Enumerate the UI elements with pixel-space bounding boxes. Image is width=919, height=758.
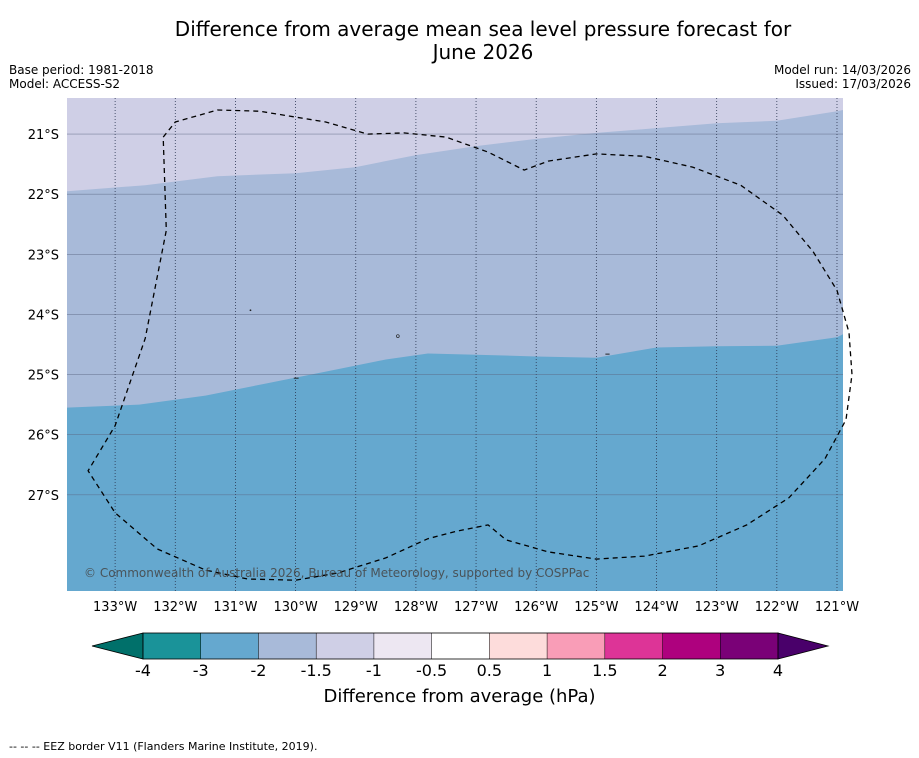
- colorbar-tick-label: 0.5: [477, 661, 502, 680]
- lon-tick-label: 127°W: [454, 600, 498, 615]
- footnote: -- -- -- EEZ border V11 (Flanders Marine…: [9, 740, 318, 753]
- lon-tick-label: 121°W: [815, 600, 859, 615]
- colorbar-extend-low: [91, 632, 144, 660]
- colorbar-swatch: [258, 633, 317, 659]
- chart-title-line1: Difference from average mean sea level p…: [174, 17, 792, 41]
- lon-tick-label: 124°W: [634, 600, 678, 615]
- lon-tick-label: 123°W: [695, 600, 739, 615]
- chart-title: Difference from average mean sea level p…: [0, 18, 919, 64]
- colorbar-tick-label: 2: [657, 661, 667, 680]
- colorbar-tick-label: -0.5: [416, 661, 447, 680]
- lon-tick-label: 129°W: [334, 600, 378, 615]
- colorbar-tick-label: -3: [193, 661, 209, 680]
- lat-tick-label: 24°S: [28, 308, 59, 323]
- lat-tick-label: 26°S: [28, 429, 59, 444]
- island-marker: [249, 309, 252, 312]
- colorbar-swatch: [547, 633, 606, 659]
- lon-tick-label: 128°W: [394, 600, 438, 615]
- issued-date: Issued: 17/03/2026: [795, 77, 911, 91]
- colorbar-swatch: [316, 633, 375, 659]
- lon-tick-label: 132°W: [153, 600, 197, 615]
- lat-tick-label: 21°S: [28, 128, 59, 143]
- lon-tick-label: 122°W: [755, 600, 799, 615]
- base-period: Base period: 1981-2018: [9, 63, 154, 77]
- lon-tick-label: 125°W: [574, 600, 618, 615]
- colorbar: -4 -3 -2 -1.5 -1 -0.5 0.5 1 1.5 2 3 4: [91, 632, 830, 680]
- copyright-text: © Commonwealth of Australia 2026, Bureau…: [84, 566, 589, 580]
- colorbar-swatch: [720, 633, 779, 659]
- lon-tick-label: 126°W: [514, 600, 558, 615]
- colorbar-tick-label: 3: [715, 661, 725, 680]
- colorbar-label: Difference from average (hPa): [323, 686, 596, 707]
- eez-border: [87, 109, 853, 581]
- colorbar-swatch: [662, 633, 721, 659]
- colorbar-tick-label: 1: [542, 661, 552, 680]
- lon-tick-label: 133°W: [93, 600, 137, 615]
- colorbar-swatch: [200, 633, 259, 659]
- colorbar-swatch: [143, 633, 202, 659]
- lat-tick-label: 23°S: [28, 248, 59, 263]
- island-marker: [396, 334, 400, 338]
- chart-title-line2: June 2026: [432, 40, 534, 64]
- lon-tick-label: 131°W: [213, 600, 257, 615]
- lat-tick-label: 22°S: [28, 188, 59, 203]
- colorbar-swatch: [489, 633, 548, 659]
- colorbar-swatch: [604, 633, 664, 659]
- region-below-minus3: [67, 334, 843, 591]
- colorbar-tick-label: -2: [250, 661, 266, 680]
- lat-tick-label: 27°S: [28, 489, 59, 504]
- map-panel: © Commonwealth of Australia 2026, Bureau…: [28, 98, 859, 615]
- colorbar-tick-label: -1: [366, 661, 382, 680]
- colorbar-extend-high: [777, 632, 830, 660]
- colorbar-swatch: [431, 633, 490, 659]
- colorbar-tick-label: 4: [773, 661, 783, 680]
- colorbar-tick-label: -4: [135, 661, 151, 680]
- lat-tick-label: 25°S: [28, 369, 59, 384]
- colorbar-swatch: [373, 633, 433, 659]
- colorbar-tick-label: -1.5: [301, 661, 332, 680]
- meta-left: Base period: 1981-2018 Model: ACCESS-S2: [9, 63, 154, 91]
- model-run: Model run: 14/03/2026: [773, 63, 911, 77]
- lon-tick-label: 130°W: [274, 600, 318, 615]
- model-name: Model: ACCESS-S2: [9, 77, 121, 91]
- colorbar-tick-label: 1.5: [592, 661, 617, 680]
- meta-right: Model run: 14/03/2026 Issued: 17/03/2026: [774, 63, 911, 91]
